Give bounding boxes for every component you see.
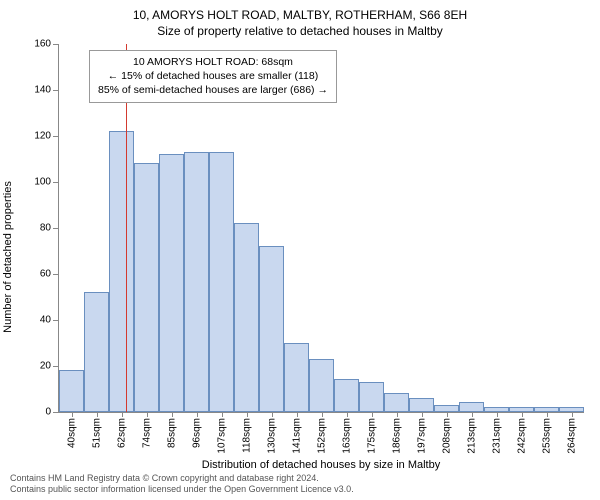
- footer-line-1: Contains HM Land Registry data © Crown c…: [10, 473, 590, 485]
- y-tick-label: 160: [34, 39, 51, 50]
- title-main: 10, AMORYS HOLT ROAD, MALTBY, ROTHERHAM,…: [10, 8, 590, 22]
- y-axis-label: Number of detached properties: [2, 181, 14, 333]
- y-tick-label: 80: [40, 222, 51, 233]
- x-axis-label: Distribution of detached houses by size …: [58, 459, 584, 471]
- plot-outer: 020406080100120140160 10 AMORYS HOLT ROA…: [58, 44, 584, 413]
- bar: [459, 402, 484, 411]
- annotation-line-3: 85% of semi-detached houses are larger (…: [98, 83, 328, 97]
- bar: [209, 152, 234, 412]
- x-label-area: Distribution of detached houses by size …: [58, 415, 584, 471]
- y-tick-label: 60: [40, 268, 51, 279]
- bar: [134, 163, 159, 411]
- y-tick-label: 100: [34, 176, 51, 187]
- bar: [184, 152, 209, 412]
- titles-block: 10, AMORYS HOLT ROAD, MALTBY, ROTHERHAM,…: [10, 8, 590, 38]
- bar: [384, 393, 409, 411]
- y-tick-label: 0: [45, 406, 51, 417]
- footer-line-2: Contains public sector information licen…: [10, 484, 590, 496]
- y-tick-label: 120: [34, 130, 51, 141]
- footer: Contains HM Land Registry data © Crown c…: [10, 473, 590, 496]
- bar: [259, 246, 284, 411]
- bar: [59, 370, 84, 411]
- bar: [159, 154, 184, 411]
- bar: [359, 382, 384, 412]
- bar: [334, 379, 359, 411]
- bar: [109, 131, 134, 411]
- bar: [434, 405, 459, 412]
- chart-container: 10, AMORYS HOLT ROAD, MALTBY, ROTHERHAM,…: [0, 0, 600, 500]
- title-sub: Size of property relative to detached ho…: [10, 24, 590, 38]
- y-tick: [53, 412, 59, 413]
- y-tick-label: 40: [40, 314, 51, 325]
- bar: [84, 292, 109, 411]
- chart-wrap: Number of detached properties 0204060801…: [10, 44, 590, 471]
- bar: [309, 359, 334, 412]
- bar: [234, 223, 259, 411]
- y-tick-label: 20: [40, 360, 51, 371]
- annotation-line-2: ← 15% of detached houses are smaller (11…: [98, 69, 328, 83]
- y-tick-label: 140: [34, 84, 51, 95]
- bar: [409, 398, 434, 412]
- annotation-box: 10 AMORYS HOLT ROAD: 68sqm ← 15% of deta…: [89, 50, 337, 103]
- plot-area: 020406080100120140160 10 AMORYS HOLT ROA…: [58, 44, 584, 413]
- annotation-line-1: 10 AMORYS HOLT ROAD: 68sqm: [98, 55, 328, 69]
- bar: [284, 343, 309, 412]
